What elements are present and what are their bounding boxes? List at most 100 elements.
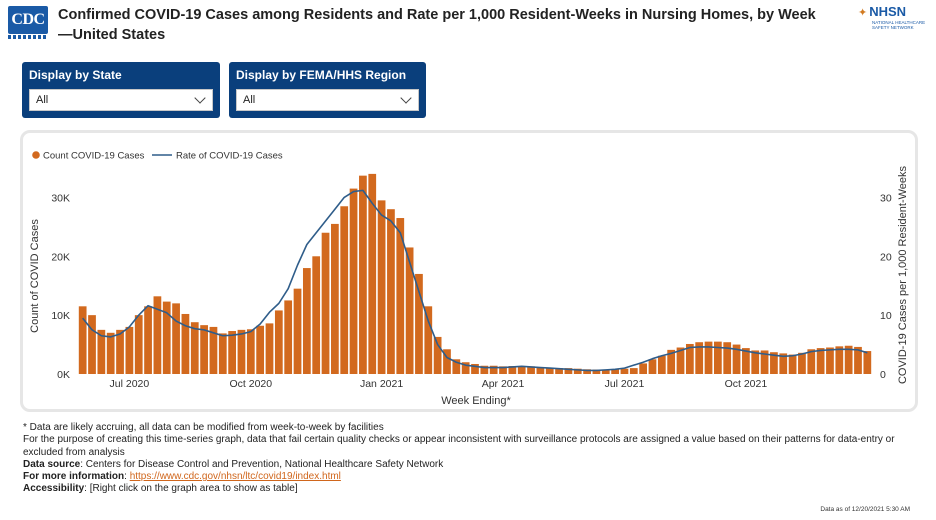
- region-dropdown[interactable]: All: [236, 89, 419, 111]
- bar[interactable]: [246, 329, 255, 374]
- bar[interactable]: [396, 218, 405, 374]
- bar[interactable]: [601, 369, 610, 374]
- state-filter: Display by State All: [22, 62, 220, 118]
- bar[interactable]: [331, 223, 339, 374]
- note-quality: For the purpose of creating this time-se…: [23, 434, 895, 458]
- bar[interactable]: [153, 296, 162, 374]
- bar[interactable]: [443, 349, 451, 374]
- bar[interactable]: [116, 329, 124, 374]
- covid-cases-chart[interactable]: Count COVID-19 Cases Rate of COVID-19 Cas…: [0, 0, 936, 420]
- bar[interactable]: [312, 256, 321, 374]
- bar[interactable]: [639, 363, 648, 374]
- bar[interactable]: [592, 369, 601, 374]
- x-tick-label: Oct 2020: [229, 378, 272, 390]
- bar[interactable]: [770, 352, 778, 374]
- bar[interactable]: [377, 200, 386, 374]
- bar[interactable]: [78, 306, 87, 374]
- bar[interactable]: [704, 341, 713, 374]
- bar[interactable]: [125, 326, 134, 374]
- bar[interactable]: [265, 323, 274, 374]
- bar[interactable]: [181, 313, 190, 374]
- bar[interactable]: [760, 350, 769, 374]
- bar[interactable]: [816, 348, 825, 374]
- bar[interactable]: [499, 366, 507, 374]
- bar[interactable]: [461, 362, 470, 374]
- bar[interactable]: [854, 346, 862, 374]
- bar[interactable]: [405, 247, 414, 374]
- bar[interactable]: [162, 301, 171, 374]
- bar[interactable]: [611, 369, 619, 374]
- bar[interactable]: [387, 209, 395, 374]
- bar[interactable]: [564, 368, 573, 374]
- chart-notes: * Data are likely accruing, all data can…: [23, 422, 903, 496]
- bar[interactable]: [844, 345, 853, 374]
- bar[interactable]: [452, 359, 461, 374]
- bar[interactable]: [517, 366, 526, 374]
- bar[interactable]: [742, 348, 750, 374]
- bar[interactable]: [536, 367, 545, 374]
- bar[interactable]: [321, 232, 330, 374]
- bar[interactable]: [667, 349, 676, 374]
- rate-line[interactable]: [82, 189, 868, 372]
- bar[interactable]: [237, 329, 246, 374]
- bar[interactable]: [751, 350, 760, 374]
- bar[interactable]: [256, 325, 265, 374]
- bar[interactable]: [508, 366, 517, 374]
- bar[interactable]: [676, 347, 685, 374]
- bar[interactable]: [657, 355, 666, 374]
- bar[interactable]: [826, 347, 834, 374]
- bar[interactable]: [340, 206, 349, 374]
- bar[interactable]: [415, 273, 423, 374]
- bar[interactable]: [144, 306, 152, 374]
- bar[interactable]: [480, 365, 489, 374]
- bar[interactable]: [424, 306, 433, 374]
- bar[interactable]: [302, 268, 311, 374]
- bar[interactable]: [134, 315, 143, 374]
- cdc-logo: CDC: [8, 6, 48, 39]
- bar[interactable]: [349, 188, 358, 374]
- bar[interactable]: [106, 332, 115, 374]
- more-info-link[interactable]: https://www.cdc.gov/nhsn/ltc/covid19/ind…: [129, 471, 341, 483]
- bar[interactable]: [359, 175, 367, 374]
- state-dropdown[interactable]: All: [29, 89, 213, 111]
- bar[interactable]: [172, 303, 180, 374]
- bar[interactable]: [489, 365, 498, 374]
- bar[interactable]: [788, 354, 797, 374]
- bar[interactable]: [88, 315, 96, 374]
- bar[interactable]: [545, 367, 554, 374]
- bar[interactable]: [629, 368, 638, 374]
- bar[interactable]: [620, 368, 629, 374]
- bar[interactable]: [835, 346, 844, 374]
- nhsn-logo-subtext: NATIONAL HEALTHCARE SAFETY NETWORK: [872, 20, 926, 30]
- bar[interactable]: [723, 342, 732, 374]
- bar[interactable]: [368, 173, 377, 374]
- bar[interactable]: [573, 368, 582, 374]
- bar[interactable]: [200, 325, 208, 374]
- bar[interactable]: [218, 333, 227, 374]
- bar[interactable]: [863, 351, 872, 374]
- bar[interactable]: [714, 341, 722, 374]
- bar[interactable]: [798, 352, 806, 374]
- bar[interactable]: [807, 349, 816, 374]
- bar[interactable]: [433, 336, 442, 374]
- bar[interactable]: [685, 343, 694, 374]
- bar[interactable]: [695, 342, 704, 374]
- bar[interactable]: [583, 369, 591, 374]
- bar[interactable]: [527, 366, 535, 374]
- bar[interactable]: [274, 310, 283, 374]
- legend-bar-swatch: [32, 151, 40, 159]
- bar[interactable]: [293, 288, 302, 374]
- bar[interactable]: [209, 326, 218, 374]
- bar[interactable]: [648, 359, 657, 374]
- bar[interactable]: [471, 363, 479, 374]
- y-tick-label: 30K: [51, 192, 70, 204]
- bar[interactable]: [732, 344, 741, 374]
- bar[interactable]: [779, 353, 788, 374]
- y-right-tick-label: 20: [880, 251, 892, 263]
- bar[interactable]: [555, 368, 563, 374]
- bar[interactable]: [228, 331, 236, 374]
- bar[interactable]: [190, 322, 199, 374]
- bar[interactable]: [284, 300, 293, 374]
- chart-legend: Count COVID-19 Cases Rate of COVID-19 Cas…: [32, 151, 283, 162]
- bar[interactable]: [97, 329, 106, 374]
